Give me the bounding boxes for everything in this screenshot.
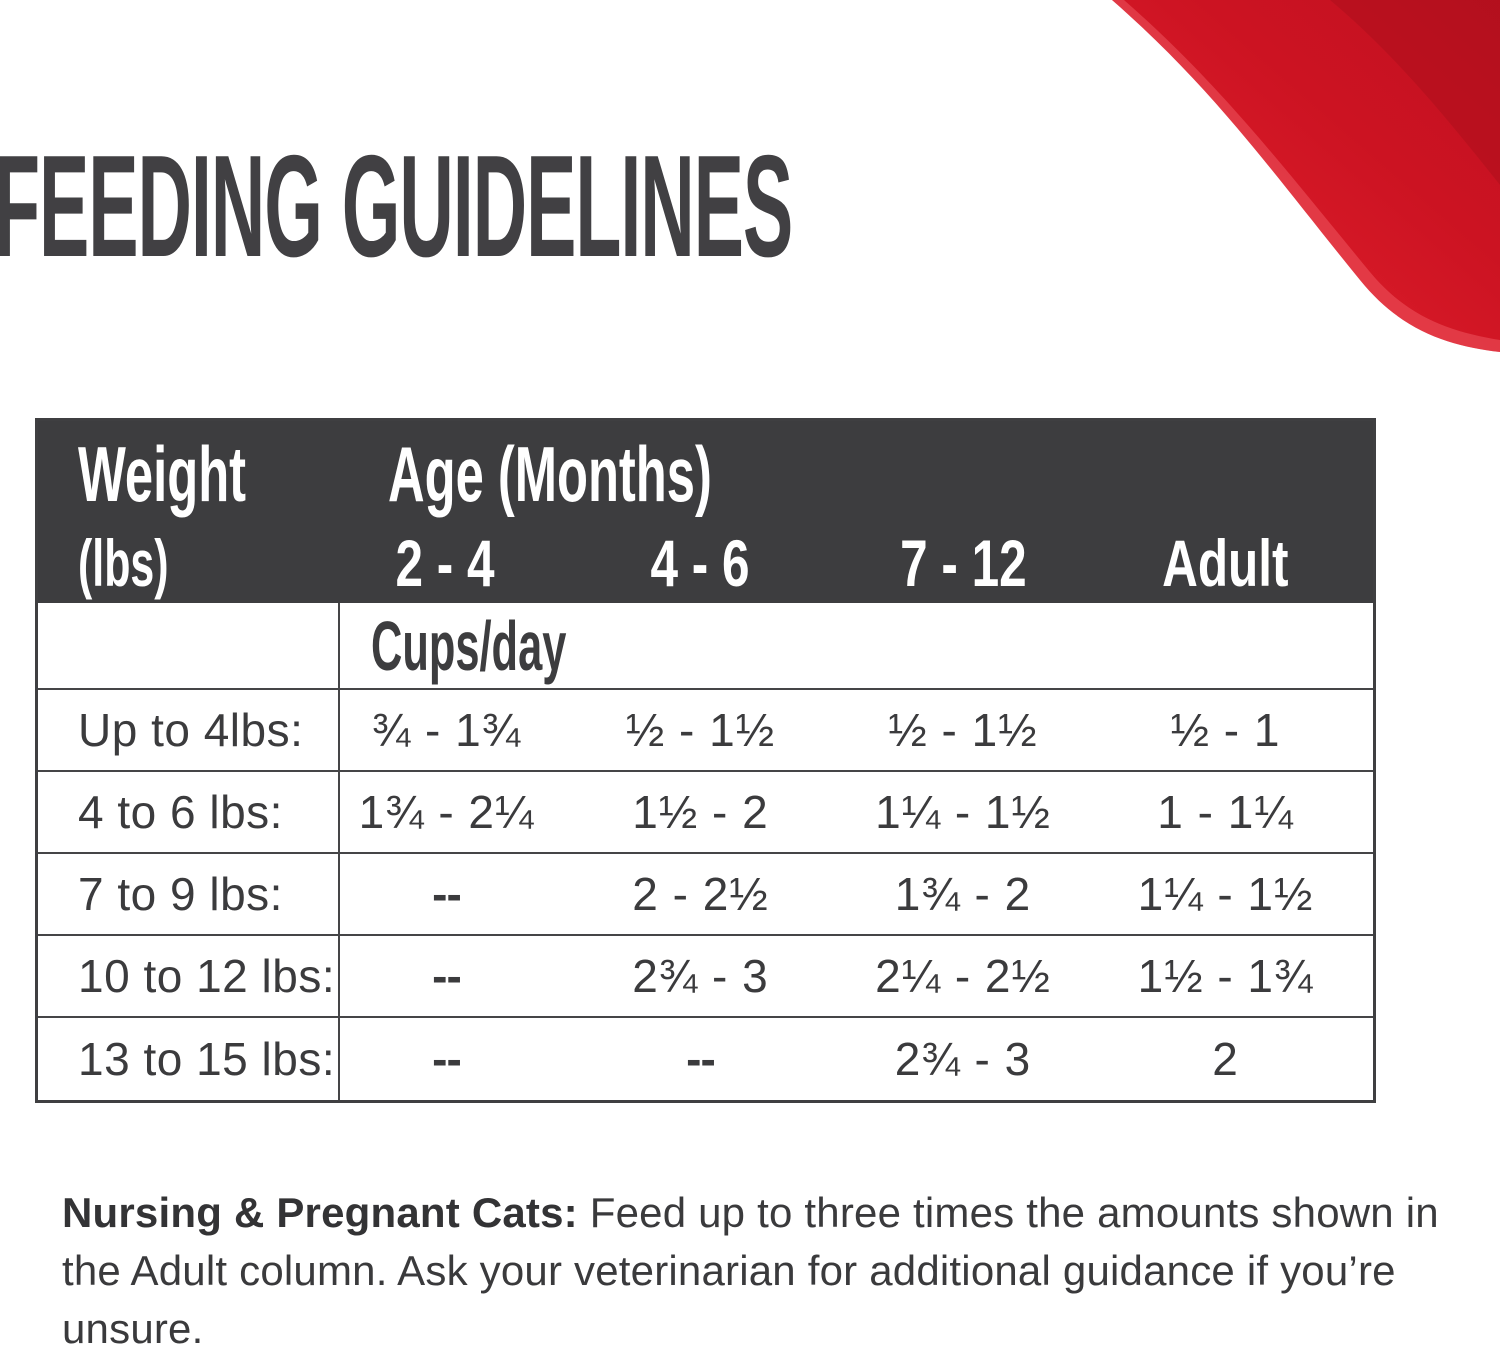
weight-cell: 7 to 9 lbs:: [78, 868, 283, 920]
swoosh-edge-highlight: [1112, 0, 1500, 352]
value-cell: ½ - 1: [1170, 704, 1281, 756]
footnote-bold-label: Nursing & Pregnant Cats:: [62, 1189, 578, 1236]
value-cell: 1½ - 1¾: [1137, 950, 1314, 1002]
weight-cell: 4 to 6 lbs:: [78, 786, 283, 838]
feeding-table: Weight Age (Months) (lbs) 2 - 4 4 - 6 7 …: [35, 418, 1376, 1103]
weight-cell: 10 to 12 lbs:: [78, 950, 336, 1002]
value-cell: 2 - 2½: [632, 868, 769, 920]
value-cell: 2¼ - 2½: [875, 950, 1051, 1002]
value-cell: 1¾ - 2: [894, 868, 1032, 920]
col-header-adult: Adult: [1162, 526, 1289, 600]
value-cell: --: [686, 1033, 716, 1085]
weight-header-label: Weight: [78, 430, 247, 518]
value-cell: --: [338, 1018, 553, 1100]
table-row: 7 to 9 lbs: -- 2 - 2½ 1¾ - 2 1¼ - 1½: [38, 854, 1373, 936]
value-cell: --: [338, 854, 553, 934]
table-row: Up to 4lbs: ¾ - 1¾ ½ - 1½ ½ - 1½ ½ - 1: [38, 690, 1373, 772]
value-cell: 1 - 1¼: [1157, 786, 1294, 838]
swoosh-shape: [1112, 0, 1500, 352]
units-row-spacer: [38, 603, 338, 688]
value-cell: ½ - 1½: [888, 704, 1038, 756]
col-header-4-6: 4 - 6: [650, 526, 751, 600]
weight-unit-header: (lbs): [38, 530, 338, 596]
footnote: Nursing & Pregnant Cats: Feed up to thre…: [62, 1184, 1457, 1358]
value-cell: --: [338, 936, 553, 1016]
value-cell: 2: [1212, 1033, 1239, 1085]
value-cell: 2¾ - 3: [894, 1033, 1032, 1085]
value-cell: 1¾ - 2¼: [338, 772, 553, 852]
units-row: Cups/day: [38, 603, 1373, 690]
table-row: 4 to 6 lbs: 1¾ - 2¼ 1½ - 2 1¼ - 1½ 1 - 1…: [38, 772, 1373, 854]
units-label: Cups/day: [371, 606, 567, 685]
value-cell: 1¼ - 1½: [875, 786, 1051, 838]
weight-cell: Up to 4lbs:: [78, 704, 304, 756]
age-header: Age (Months): [338, 435, 1373, 513]
weight-header: Weight: [38, 435, 338, 513]
table-row: 10 to 12 lbs: -- 2¾ - 3 2¼ - 2½ 1½ - 1¾: [38, 936, 1373, 1018]
page-title: FEEDING GUIDELINES: [0, 125, 793, 287]
col-header-7-12: 7 - 12: [899, 526, 1027, 600]
value-cell: 1½ - 2: [632, 786, 769, 838]
units-cell: Cups/day: [338, 603, 1373, 688]
value-cell: ½ - 1½: [625, 704, 776, 756]
swoosh-fold-shade: [1330, 0, 1500, 185]
weight-cell: 13 to 15 lbs:: [78, 1033, 336, 1085]
value-cell: 2¾ - 3: [632, 950, 769, 1002]
value-cell: ¾ - 1¾: [338, 690, 553, 770]
col-header-2-4: 2 - 4: [395, 526, 496, 600]
table-row: 13 to 15 lbs: -- -- 2¾ - 3 2: [38, 1018, 1373, 1100]
age-header-label: Age (Months): [388, 430, 712, 518]
value-cell: 1¼ - 1½: [1137, 868, 1314, 920]
table-header: Weight Age (Months) (lbs) 2 - 4 4 - 6 7 …: [38, 421, 1373, 603]
weight-unit-label: (lbs): [78, 526, 169, 600]
